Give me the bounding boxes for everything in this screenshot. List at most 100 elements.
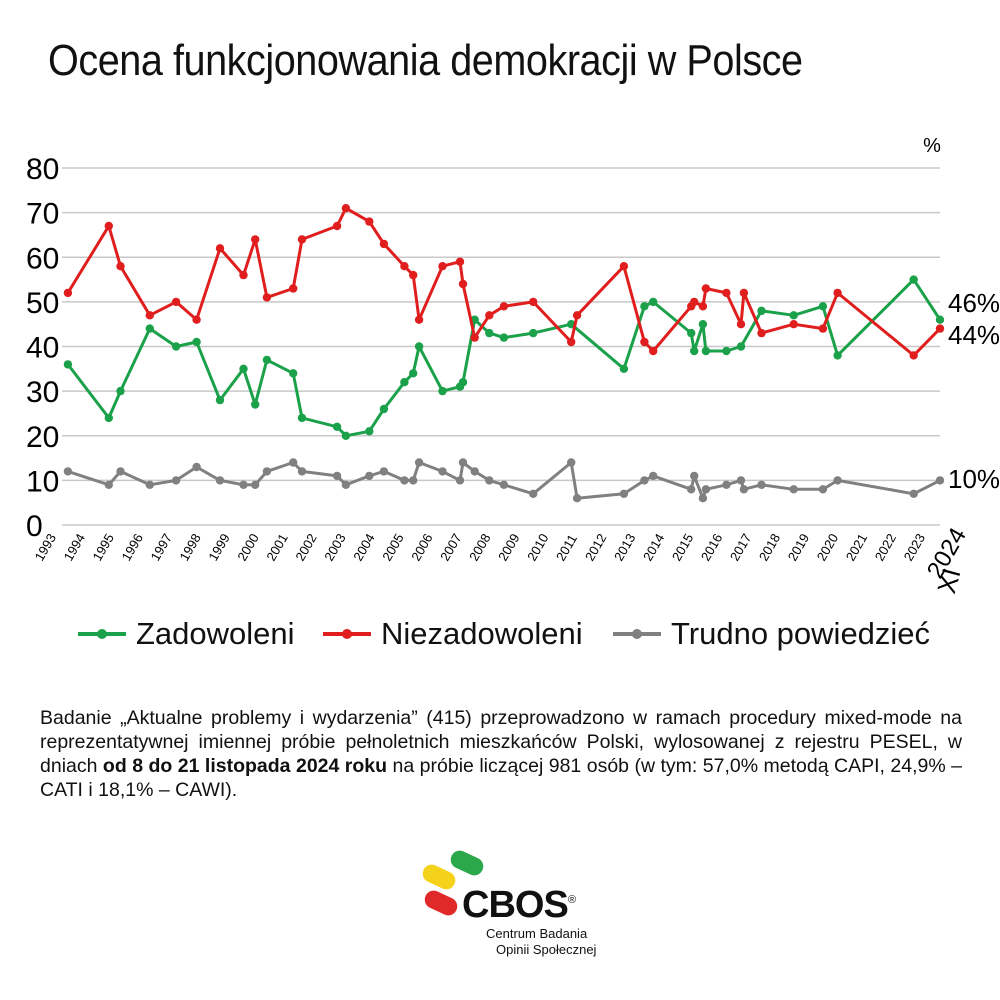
data-point [909, 275, 918, 284]
data-point [251, 235, 260, 244]
logo-name: CBOS [462, 884, 569, 926]
x-tick-label: 2006 [408, 531, 435, 564]
x-tick-label: 1996 [119, 531, 146, 564]
x-tick: 2004 [350, 531, 377, 564]
x-tick: 2022 [872, 531, 899, 564]
data-point [239, 480, 248, 489]
x-tick-label: 2009 [495, 531, 522, 564]
x-tick: 2020 [814, 531, 841, 564]
data-point [499, 333, 509, 342]
data-point [215, 244, 225, 253]
data-point [649, 297, 658, 307]
x-tick-label: 2016 [698, 531, 725, 564]
data-point [567, 458, 576, 467]
cbos-logo: CBOS ® Centrum Badania Opinii Społecznej [420, 848, 620, 958]
data-point [192, 462, 201, 472]
logo-registered: ® [568, 894, 577, 906]
data-point [414, 342, 424, 351]
end-value-label: 44% [948, 320, 1000, 350]
x-tick: 1997 [147, 531, 174, 564]
x-tick-label: 1999 [205, 531, 232, 564]
data-point [485, 328, 494, 338]
data-point [701, 485, 711, 494]
data-point [104, 480, 114, 489]
x-axis-ticks: 1993 1994 1995 1996 1997 1998 1999 2000 2001 2002… [32, 523, 972, 596]
data-point [690, 297, 699, 307]
data-point [63, 288, 73, 298]
x-tick-label: 1997 [147, 531, 174, 564]
y-tick-label: 10 [26, 465, 59, 498]
data-point [690, 346, 699, 356]
data-point [935, 324, 945, 333]
data-point [192, 337, 201, 347]
y-axis-ticks: 0 10 20 30 40 50 60 70 80 [26, 153, 59, 543]
data-point [701, 346, 711, 356]
series-1 [63, 204, 945, 360]
data-point [935, 476, 945, 485]
x-tick-label: 2004 [350, 531, 377, 564]
x-tick-label: 2008 [466, 531, 493, 564]
x-tick: 2018 [756, 531, 783, 564]
data-point [365, 427, 374, 436]
data-point [789, 311, 798, 320]
y-tick-label: 40 [26, 332, 59, 365]
data-point [289, 458, 298, 467]
data-point [239, 364, 248, 373]
data-point [640, 476, 649, 485]
data-point [529, 328, 538, 338]
data-point [470, 333, 479, 342]
data-point [251, 400, 260, 409]
x-tick-sub-label: XI [931, 565, 966, 597]
data-point [833, 288, 842, 298]
y-tick-label: 0 [26, 510, 43, 543]
x-tick: 1998 [176, 531, 203, 564]
data-point [262, 355, 272, 365]
x-tick: 1999 [205, 531, 232, 564]
data-point [251, 480, 260, 489]
y-tick-label: 80 [26, 153, 59, 186]
data-point [409, 270, 418, 280]
data-point [297, 235, 307, 244]
data-point [438, 262, 447, 271]
data-point [722, 288, 731, 298]
data-point [400, 476, 409, 485]
data-point [757, 480, 766, 489]
data-point [341, 431, 351, 440]
series-2 [63, 458, 945, 503]
x-tick-label: 1994 [61, 531, 88, 564]
data-point [470, 467, 479, 476]
y-tick-label: 20 [26, 421, 59, 454]
x-tick-label: 2013 [611, 531, 638, 564]
data-point [619, 262, 629, 271]
data-point [649, 346, 658, 356]
x-tick-label: 2023 [901, 531, 928, 564]
x-tick-label: 2002 [292, 531, 319, 564]
data-point [341, 480, 351, 489]
legend-item-trudno: Trudno powiedzieć [613, 612, 930, 656]
data-point [567, 337, 576, 347]
data-point [414, 315, 424, 324]
data-point [171, 297, 181, 307]
data-point [116, 467, 125, 476]
data-point [332, 422, 342, 431]
data-point [698, 320, 708, 329]
chart-title: Ocena funkcjonowania demokracji w Polsce [48, 36, 803, 85]
x-tick-label: 1998 [176, 531, 203, 564]
legend-item-niezadowoleni: Niezadowoleni [323, 612, 583, 656]
grid-lines [62, 167, 940, 526]
x-tick-label: 2005 [379, 531, 406, 564]
data-point [722, 480, 731, 489]
data-point [116, 262, 125, 271]
data-point [215, 476, 225, 485]
data-point [332, 471, 342, 481]
data-point [341, 204, 351, 213]
data-point [379, 404, 389, 414]
x-tick-label: 2007 [437, 531, 464, 564]
note-bold-dates: od 8 do 21 listopada 2024 roku [102, 755, 388, 777]
data-point [414, 458, 424, 467]
x-tick-label: 2021 [843, 531, 870, 564]
data-point [649, 471, 658, 481]
data-point [297, 413, 307, 423]
x-tick-label: 2003 [321, 531, 348, 564]
data-point [379, 239, 389, 249]
